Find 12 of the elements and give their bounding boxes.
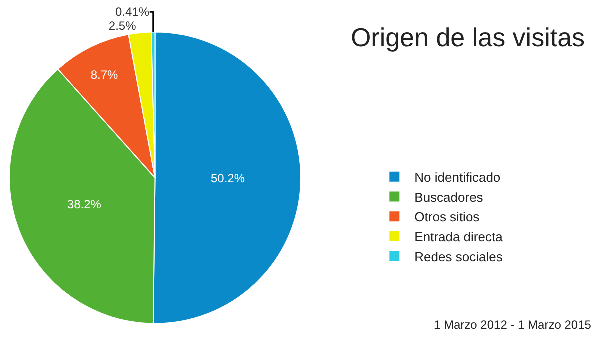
legend-label: No identificado	[414, 170, 501, 185]
data-label: 2.5%	[108, 19, 137, 34]
legend-label: Redes sociales	[414, 250, 504, 264]
data-label: 0.41%	[116, 5, 150, 20]
legend-label: Otros sitios	[414, 210, 480, 225]
data-label: 38.2%	[67, 197, 102, 212]
text: Origen de las visitas	[350, 22, 586, 52]
legend-label: Buscadores	[414, 190, 484, 205]
data-label: 50.2%	[210, 171, 246, 186]
text: 1 Marzo 2012 - 1 Marzo 2015	[434, 318, 592, 332]
legend-label: Entrada directa	[414, 230, 504, 245]
data-label: 8.7%	[90, 68, 119, 82]
